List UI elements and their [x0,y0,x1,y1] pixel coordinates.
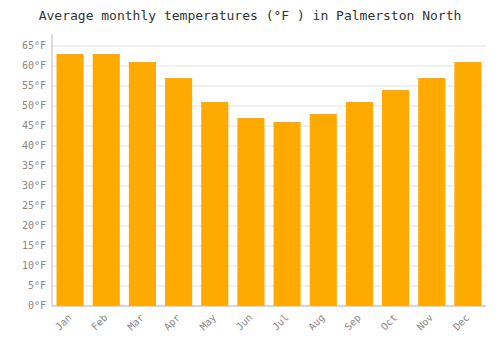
axes [52,34,486,306]
x-tick-label: Jun [234,312,255,333]
y-tick-label: 0°F [28,300,46,311]
grid-line [52,306,486,307]
bar [310,114,337,306]
y-tick-label: 50°F [22,100,46,111]
y-tick-label: 30°F [22,180,46,191]
x-ticks: Jan Feb Mar Apr May Jun Jul Aug Sep Oct Nov Dec [53,312,471,333]
bar [129,62,156,306]
chart-svg: 0°F 5°F 10°F 15°F 20°F 25°F 30°F 35°F 40°F 45°F 50… [0,0,500,350]
x-tick-label: Feb [89,312,110,333]
y-ticks: 0°F 5°F 10°F 15°F 20°F 25°F 30°F 35°F 40°F 45°F 50… [22,40,46,311]
bar [165,78,192,306]
y-tick-label: 40°F [22,140,46,151]
bar [454,62,481,306]
grid [52,46,486,306]
y-tick-label: 15°F [22,240,46,251]
bar [93,54,120,306]
chart-container: 0°F 5°F 10°F 15°F 20°F 25°F 30°F 35°F 40°F 45°F 50… [0,0,500,350]
x-tick-label: Sep [342,312,363,333]
title: Average monthly temperatures (°F ) in Pa… [39,8,462,23]
y-tick-label: 25°F [22,200,46,211]
x-tick-label: Apr [162,312,183,333]
x-tick-label: Jul [270,312,291,333]
x-tick-label: Nov [415,312,436,333]
grid-line [52,46,486,47]
y-tick-label: 65°F [22,40,46,51]
bar [382,90,409,306]
y-tick-label: 20°F [22,220,46,231]
y-tick-label: 5°F [28,280,46,291]
x-tick-label: Mar [125,312,146,333]
bar [237,118,264,306]
y-axis-line [52,34,53,306]
y-tick-label: 35°F [22,160,46,171]
x-axis-line [52,306,486,307]
y-tick-label: 60°F [22,60,46,71]
bar [346,102,373,306]
bars [57,54,482,306]
x-tick-label: May [198,312,219,333]
bar [201,102,228,306]
y-tick-label: 45°F [22,120,46,131]
x-tick-label: Aug [306,312,327,333]
y-tick-label: 10°F [22,260,46,271]
x-tick-label: Oct [379,312,400,333]
x-tick-label: Dec [451,312,472,333]
bar [57,54,84,306]
x-tick-label: Jan [53,312,74,333]
bar [418,78,445,306]
y-tick-label: 55°F [22,80,46,91]
bar [274,122,301,306]
